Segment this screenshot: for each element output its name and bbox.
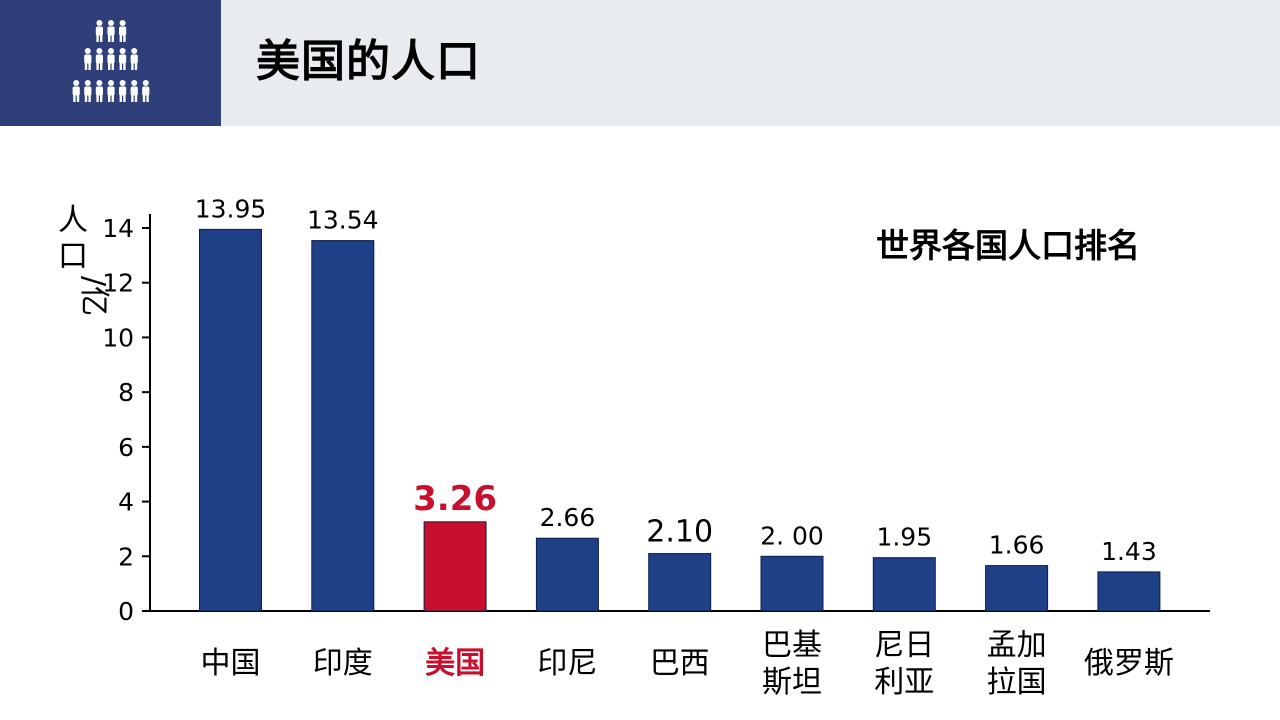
data-label: 2.66 (540, 503, 596, 532)
y-tick-label: 10 (102, 323, 134, 352)
y-tick-label: 12 (102, 269, 134, 298)
chart-title: 世界各国人口排名 (876, 226, 1140, 265)
y-tick-label: 6 (118, 433, 134, 462)
y-tick-label: 4 (118, 488, 134, 517)
data-label: 3.26 (413, 479, 497, 519)
data-label: 13.54 (307, 206, 379, 235)
x-tick-label: 美国 (425, 646, 485, 681)
y-tick-label: 8 (118, 378, 134, 407)
x-tick-label: 俄罗斯 (1084, 646, 1174, 681)
x-tick-label: 巴西 (650, 646, 710, 681)
x-tick-label: 尼日利亚 (874, 628, 934, 700)
x-tick-label: 印度 (313, 646, 373, 681)
bar-巴基斯坦 (760, 555, 824, 612)
page-title: 美国的人口 (256, 36, 481, 87)
data-label: 2. 00 (760, 521, 824, 550)
bar-孟加拉国 (985, 565, 1049, 612)
bar-俄罗斯 (1097, 571, 1161, 612)
data-label: 13.95 (195, 194, 267, 223)
y-tick-label: 2 (118, 542, 134, 571)
data-label: 1.43 (1101, 537, 1157, 566)
x-tick-label: 巴基斯坦 (762, 628, 822, 700)
bar-印尼 (535, 537, 599, 612)
bar-印度 (311, 240, 375, 612)
logo-box (0, 0, 221, 126)
bar-美国 (423, 521, 487, 612)
y-tick-label: 14 (102, 214, 134, 243)
y-tick-label: 0 (118, 597, 134, 626)
y-axis-label: 人口 (58, 203, 88, 274)
data-label: 2.10 (646, 515, 713, 550)
bar-中国 (199, 228, 262, 612)
data-label: 1.95 (876, 523, 932, 552)
x-tick-label: 印尼 (537, 646, 597, 681)
bar-巴西 (648, 553, 712, 612)
bar-尼日利亚 (872, 557, 936, 612)
x-tick-label: 中国 (201, 646, 261, 681)
data-label: 1.66 (989, 531, 1045, 560)
x-tick-label: 孟加拉国 (987, 628, 1047, 700)
y-axis-label-unit: /亿 (76, 276, 111, 316)
